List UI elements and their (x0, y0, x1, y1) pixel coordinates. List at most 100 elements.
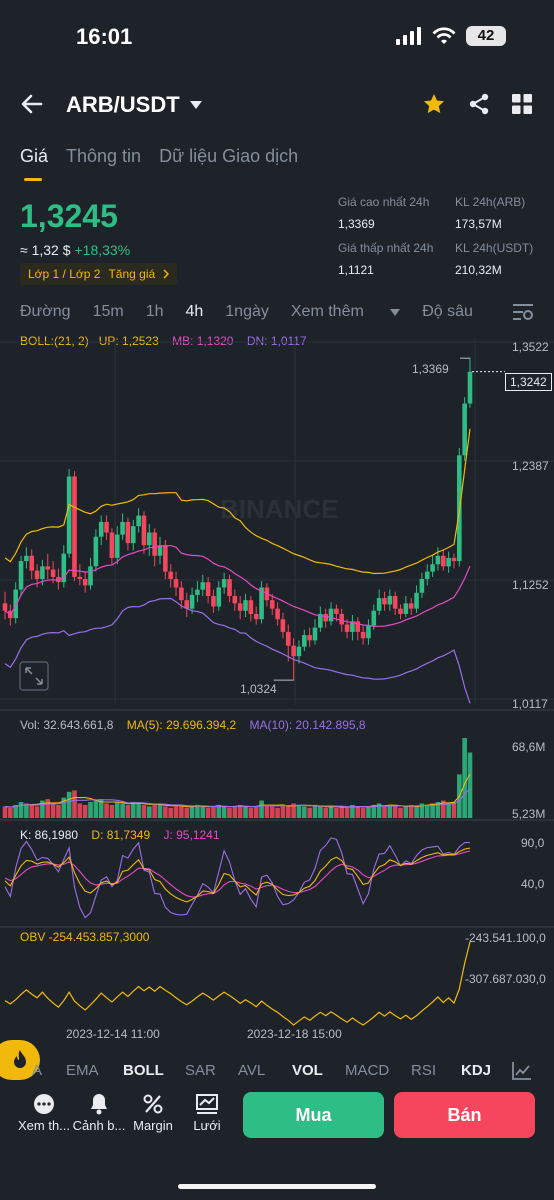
volume-bar-0 (2, 806, 8, 818)
candle-body-4 (24, 555, 29, 562)
volume-bar-12 (66, 791, 72, 818)
interval-1h[interactable]: 1h (145, 303, 164, 320)
interval-line[interactable]: Đường (20, 303, 71, 320)
stat-high: Giá cao nhất 24h 1,3369 (338, 195, 429, 231)
buy-button[interactable]: Mua (243, 1092, 384, 1138)
vol-axis-bottom: 5,23M (512, 807, 546, 821)
grid-label: Lưới (193, 1118, 221, 1133)
share-icon[interactable] (468, 93, 490, 115)
volume-bar-25 (136, 803, 141, 818)
candle-body-12 (66, 476, 72, 554)
pair-selector[interactable]: ARB/USDT (66, 92, 202, 118)
chart-settings-icon[interactable] (512, 302, 534, 322)
star-icon[interactable] (422, 92, 446, 116)
candle-body-28 (152, 532, 157, 556)
candle-body-21 (114, 534, 120, 558)
candle-body-50 (269, 600, 275, 609)
volume-bar-2 (13, 804, 18, 818)
tab-trading-data[interactable]: Dữ liệu Giao dịch (159, 146, 299, 166)
tag-layer: Lớp 1 / Lớp 2 (28, 267, 101, 281)
volume-bar-58 (312, 804, 318, 818)
stat-high-value: 1,3369 (338, 217, 375, 231)
back-arrow-icon[interactable] (20, 92, 44, 116)
boll-up: UP: 1,2523 (98, 334, 159, 348)
candle-body-81 (435, 555, 441, 565)
volume-bar-18 (98, 799, 104, 818)
sell-button[interactable]: Bán (394, 1092, 535, 1138)
category-tags[interactable]: Lớp 1 / Lớp 2 Tăng giá (20, 263, 178, 285)
stat-high-label: Giá cao nhất 24h (338, 195, 430, 209)
volume-bar-32 (173, 804, 179, 818)
ind-tab-macd[interactable]: MACD (345, 1062, 390, 1079)
volume-bar-62 (334, 807, 339, 818)
ind-tab-ma[interactable]: A (32, 1062, 43, 1079)
volume-bar-26 (141, 804, 147, 818)
volume-bar-39 (211, 806, 216, 818)
interval-more-label: Xem thêm (290, 303, 364, 320)
tab-price[interactable]: Giá (20, 146, 49, 166)
volume-bar-64 (344, 807, 350, 818)
interval-depth[interactable]: Độ sâu (422, 303, 473, 320)
stat-vol-usdt-label: KL 24h(USDT) (455, 241, 534, 255)
ind-tab-ema[interactable]: EMA (66, 1062, 99, 1079)
ind-tab-kdj[interactable]: KDJ (461, 1062, 492, 1079)
candle-body-34 (184, 600, 190, 609)
candle-body-77 (414, 592, 419, 609)
kdj-axis-bottom: 40,0 (521, 877, 545, 891)
obv-axis-bottom: -307.687.030,0 (465, 972, 546, 986)
candle-body-42 (227, 579, 232, 596)
volume-bar-36 (195, 804, 200, 818)
volume-bar-9 (50, 803, 56, 818)
vol-ma10-line (4, 788, 471, 808)
grid-bot-button[interactable]: Lưới (177, 1090, 237, 1133)
candle-body-69 (371, 610, 377, 626)
candle-body-39 (211, 595, 216, 607)
status-bar: 16:01 42 (0, 0, 554, 72)
grid-icon[interactable] (512, 94, 532, 114)
volume-bar-51 (275, 807, 280, 818)
volume-bar-7 (40, 800, 45, 818)
volume-bar-15 (82, 804, 88, 818)
candle-body-55 (296, 646, 302, 657)
ind-tab-vol[interactable]: VOL (292, 1062, 323, 1079)
interval-15m[interactable]: 15m (92, 303, 124, 320)
volume-bar-47 (253, 806, 259, 818)
candle-body-43 (232, 595, 238, 604)
ind-tab-avl[interactable]: AVL (238, 1062, 266, 1079)
ind-tab-rsi[interactable]: RSI (411, 1062, 437, 1079)
candlestick-chart[interactable]: BINANCE (0, 330, 554, 1030)
tab-info[interactable]: Thông tin (66, 146, 142, 166)
volume-bar-42 (227, 807, 232, 818)
more-button[interactable]: Xem th... (14, 1090, 74, 1133)
indicator-chart-icon[interactable] (512, 1062, 532, 1080)
price-axis-2: 1,1252 (512, 578, 549, 592)
indicator-tabs: A EMA BOLL SAR AVL VOL MACD RSI KDJ (0, 1062, 554, 1084)
volume-bar-69 (371, 804, 377, 818)
expand-icon[interactable] (19, 661, 49, 691)
candle-body-44 (237, 603, 243, 611)
volume-bar-44 (237, 804, 243, 818)
candle-body-76 (408, 603, 414, 609)
interval-4h[interactable]: 4h (185, 303, 204, 320)
volume-bar-60 (323, 807, 328, 818)
interval-1d[interactable]: 1ngày (225, 303, 269, 320)
volume-bar-40 (216, 804, 222, 818)
ind-tab-sar[interactable]: SAR (185, 1062, 216, 1079)
candle-body-3 (18, 561, 24, 590)
ind-tab-boll[interactable]: BOLL (123, 1062, 164, 1079)
grid-bot-icon (196, 1094, 218, 1114)
volume-legend: Vol: 32.643.661,8 MA(5): 29.696.394,2 MA… (20, 718, 366, 732)
candle-body-0 (2, 603, 8, 611)
volume-bar-8 (45, 799, 51, 818)
fire-fab[interactable] (0, 1040, 40, 1080)
volume-bar-80 (430, 803, 435, 818)
volume-bar-46 (248, 807, 254, 818)
volume-bar-77 (414, 806, 419, 818)
candle-body-38 (205, 582, 211, 596)
candle-body-29 (157, 545, 163, 556)
battery-indicator: 42 (466, 26, 506, 46)
interval-more[interactable]: Xem thêm (290, 303, 401, 321)
alert-button[interactable]: Cảnh b... (69, 1090, 129, 1133)
margin-button[interactable]: Margin (123, 1090, 183, 1133)
volume-bar-67 (360, 807, 366, 818)
